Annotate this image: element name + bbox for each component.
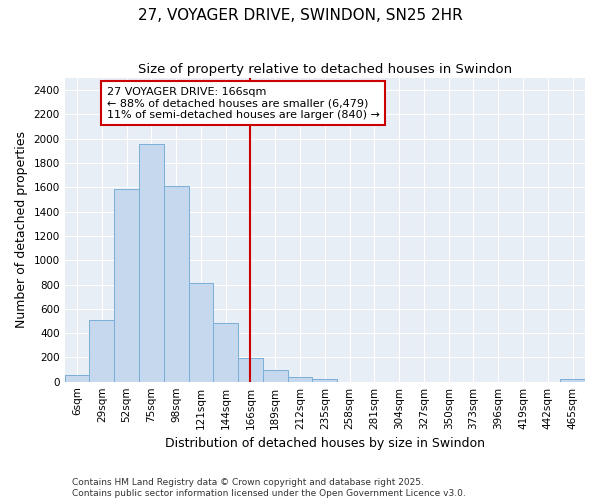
Bar	[164, 186, 188, 382]
Bar	[263, 370, 287, 382]
Bar	[313, 380, 337, 382]
Bar	[89, 320, 114, 382]
Bar	[188, 284, 214, 382]
Text: 27 VOYAGER DRIVE: 166sqm
← 88% of detached houses are smaller (6,479)
11% of sem: 27 VOYAGER DRIVE: 166sqm ← 88% of detach…	[107, 86, 380, 120]
Y-axis label: Number of detached properties: Number of detached properties	[15, 132, 28, 328]
Bar	[560, 380, 585, 382]
Bar	[238, 358, 263, 382]
Bar	[287, 378, 313, 382]
Text: Contains HM Land Registry data © Crown copyright and database right 2025.
Contai: Contains HM Land Registry data © Crown c…	[72, 478, 466, 498]
Bar	[65, 375, 89, 382]
X-axis label: Distribution of detached houses by size in Swindon: Distribution of detached houses by size …	[165, 437, 485, 450]
Title: Size of property relative to detached houses in Swindon: Size of property relative to detached ho…	[138, 62, 512, 76]
Bar	[214, 324, 238, 382]
Bar	[114, 188, 139, 382]
Text: 27, VOYAGER DRIVE, SWINDON, SN25 2HR: 27, VOYAGER DRIVE, SWINDON, SN25 2HR	[137, 8, 463, 22]
Bar	[139, 144, 164, 382]
